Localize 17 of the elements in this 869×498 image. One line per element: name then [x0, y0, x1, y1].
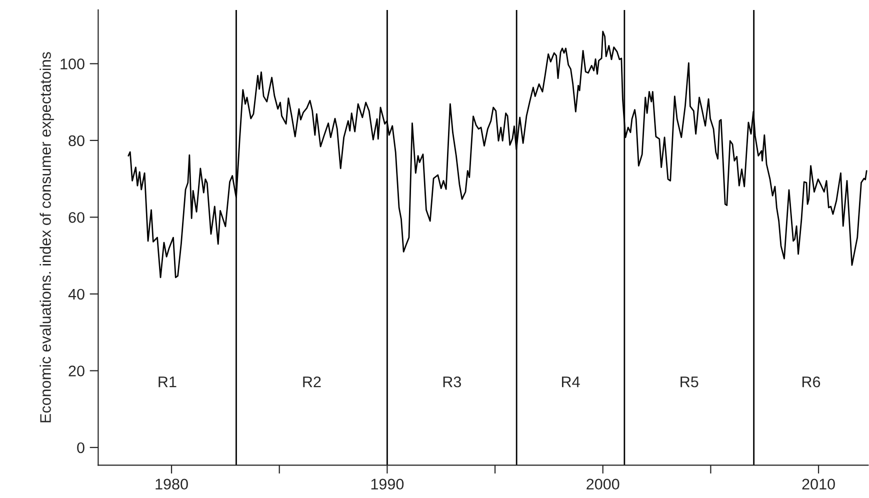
y-tick-label: 100	[60, 58, 84, 70]
annotation: R5	[680, 376, 698, 388]
y-axis-title: Economic evaluations. index of consumer expectatoins	[40, 52, 54, 422]
y-tick-label: 0	[77, 442, 84, 454]
y-tick-label: 80	[68, 135, 84, 146]
annotation: R3	[443, 376, 461, 388]
annotation: R6	[802, 376, 820, 388]
y-tick-label: 60	[68, 212, 84, 223]
y-tick-label: 20	[68, 366, 84, 376]
annotation: R4	[562, 376, 580, 388]
y-tick-label: 40	[68, 288, 84, 300]
x-tick-label: 1980	[156, 478, 188, 490]
annotation: R2	[303, 376, 321, 388]
annotation: R1	[158, 376, 176, 388]
x-tick-label: 2000	[586, 478, 620, 490]
x-tick-label: 1990	[371, 478, 404, 490]
x-tick-label: 2010	[802, 478, 835, 490]
